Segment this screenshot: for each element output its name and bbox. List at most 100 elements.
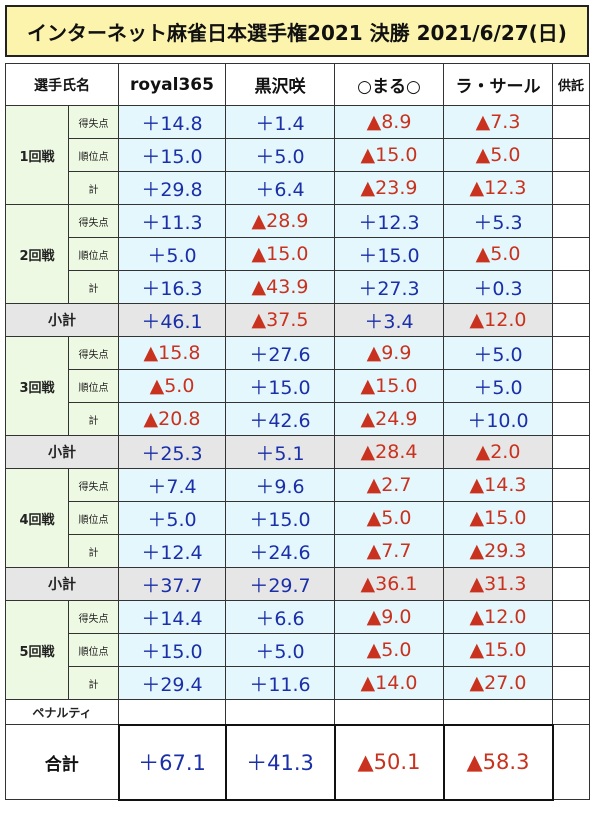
round-row: 1回戦 得失点 ＋14.8 ＋1.4 ▲8.9 ▲7.3	[5, 105, 590, 205]
score-cell: ＋15.0	[225, 369, 335, 403]
subtotal-cell: ＋46.1	[118, 303, 226, 337]
header-row: 選手氏名 royal365 黒沢咲 ○まる○ ラ・サール 供託	[5, 63, 590, 106]
subtotal-row: 小計 ＋25.3 ＋5.1 ▲28.4 ▲2.0	[5, 435, 590, 469]
round-label: 4回戦	[5, 468, 69, 568]
row-type-label: 計	[68, 270, 119, 304]
score-cell: ＋6.6	[225, 600, 335, 634]
score-cell: ＋29.8	[118, 171, 226, 205]
score-cell: ＋15.0	[118, 633, 226, 667]
score-cell: ▲7.3	[443, 105, 553, 139]
round-row: 順位点 ＋5.0 ▲15.0 ＋15.0 ▲5.0	[6, 237, 590, 271]
score-cell: ▲15.0	[443, 501, 553, 535]
penalty-cell	[443, 699, 553, 725]
score-cell: ＋27.3	[334, 270, 444, 304]
score-cell: ＋5.0	[443, 336, 553, 370]
score-cell: ▲28.9	[225, 204, 335, 238]
deposit-cell	[552, 501, 590, 535]
deposit-cell	[552, 171, 590, 205]
round-row: 3回戦 得失点 ▲15.8 ＋27.6 ▲9.9 ＋5.0	[5, 336, 590, 436]
deposit-cell	[552, 724, 590, 800]
row-type-label: 順位点	[68, 501, 119, 535]
score-cell: ▲14.3	[443, 468, 553, 502]
score-cell: ＋5.0	[118, 501, 226, 535]
grand-total-row: 合計 ＋67.1 ＋41.3 ▲50.1 ▲58.3	[5, 723, 590, 801]
row-type-label: 得失点	[68, 105, 119, 139]
subtotal-cell: ▲37.5	[225, 303, 335, 337]
score-cell: ＋12.4	[118, 534, 226, 568]
row-type-label: 計	[68, 402, 119, 436]
deposit-cell	[552, 138, 590, 172]
deposit-cell	[552, 369, 590, 403]
round-row: 計＋29.8 ＋6.4 ▲23.9 ▲12.3	[6, 171, 590, 205]
round-row: 計＋16.3 ▲43.9 ＋27.3 ＋0.3	[6, 270, 590, 304]
score-cell: ＋12.3	[334, 204, 444, 238]
score-cell: ＋7.4	[118, 468, 226, 502]
round-row: 順位点 ＋15.0 ＋5.0 ▲15.0 ▲5.0	[6, 138, 590, 172]
score-cell: ▲15.0	[334, 369, 444, 403]
subtotal-label: 小計	[5, 435, 119, 469]
deposit-label: 供託	[552, 63, 590, 106]
score-cell: ▲12.0	[443, 600, 553, 634]
deposit-cell	[552, 666, 590, 700]
subtotal-cell: ▲28.4	[334, 435, 444, 469]
round-row: 5回戦 得失点 ＋14.4 ＋6.6 ▲9.0 ▲12.0	[5, 600, 590, 700]
score-cell: ▲23.9	[334, 171, 444, 205]
player-name: royal365	[118, 63, 226, 106]
subtotal-cell: ＋29.7	[225, 567, 335, 601]
deposit-cell	[552, 270, 590, 304]
subtotal-cell: ▲2.0	[443, 435, 553, 469]
subtotal-cell: ＋37.7	[118, 567, 226, 601]
row-type-label: 計	[68, 534, 119, 568]
grand-total-cell: ＋41.3	[224, 723, 336, 801]
grand-total-cell: ＋67.1	[117, 723, 227, 801]
penalty-cell	[118, 699, 226, 725]
score-cell: ＋6.4	[225, 171, 335, 205]
score-cell: ▲29.3	[443, 534, 553, 568]
penalty-cell	[225, 699, 335, 725]
player-name: ○まる○	[334, 63, 444, 106]
score-cell: ＋5.0	[443, 369, 553, 403]
deposit-cell	[552, 303, 590, 337]
score-cell: ▲15.0	[334, 138, 444, 172]
player-name: 黒沢咲	[225, 63, 335, 106]
score-cell: ▲15.8	[118, 336, 226, 370]
deposit-cell	[552, 699, 590, 725]
row-type-label: 計	[68, 171, 119, 205]
row-type-label: 得失点	[68, 204, 119, 238]
row-type-label: 順位点	[68, 237, 119, 271]
score-cell: ＋24.6	[225, 534, 335, 568]
score-cell: ＋16.3	[118, 270, 226, 304]
penalty-cell	[334, 699, 444, 725]
row-type-label: 順位点	[68, 369, 119, 403]
grand-total-label: 合計	[5, 724, 119, 800]
score-cell: ▲9.0	[334, 600, 444, 634]
score-table: 選手氏名 royal365 黒沢咲 ○まる○ ラ・サール 供託 1回戦 得失点 ＋1…	[5, 63, 590, 801]
round-row: 順位点 ＋15.0 ＋5.0 ▲5.0 ▲15.0	[6, 633, 590, 667]
score-cell: ▲14.0	[334, 666, 444, 700]
penalty-label: ペナルティ	[5, 699, 119, 725]
score-cell: ▲9.9	[334, 336, 444, 370]
score-cell: ＋42.6	[225, 402, 335, 436]
round-row: 順位点 ▲5.0 ＋15.0 ▲15.0 ＋5.0	[6, 369, 590, 403]
score-cell: ▲20.8	[118, 402, 226, 436]
grand-total-cell: ▲50.1	[333, 723, 445, 801]
score-cell: ▲5.0	[443, 237, 553, 271]
score-cell: ▲15.0	[225, 237, 335, 271]
round-row: 計 ▲20.8 ＋42.6 ▲24.9 ＋10.0	[6, 402, 590, 436]
row-type-label: 順位点	[68, 138, 119, 172]
round-row: 計＋12.4 ＋24.6 ▲7.7 ▲29.3	[6, 534, 590, 568]
score-cell: ＋9.6	[225, 468, 335, 502]
round-label: 3回戦	[5, 336, 69, 436]
round-row: 2回戦 得失点 ＋11.3 ▲28.9 ＋12.3 ＋5.3	[5, 204, 590, 304]
row-type-label: 計	[68, 666, 119, 700]
score-cell: ＋5.3	[443, 204, 553, 238]
deposit-cell	[552, 600, 590, 634]
round-row: 計＋29.4 ＋11.6 ▲14.0 ▲27.0	[6, 666, 590, 700]
deposit-cell	[552, 468, 590, 502]
round-row: 順位点 ＋5.0 ＋15.0 ▲5.0 ▲15.0	[6, 501, 590, 535]
player-name: ラ・サール	[443, 63, 553, 106]
deposit-cell	[552, 336, 590, 370]
player-name-label: 選手氏名	[5, 63, 119, 106]
score-cell: ＋15.0	[334, 237, 444, 271]
